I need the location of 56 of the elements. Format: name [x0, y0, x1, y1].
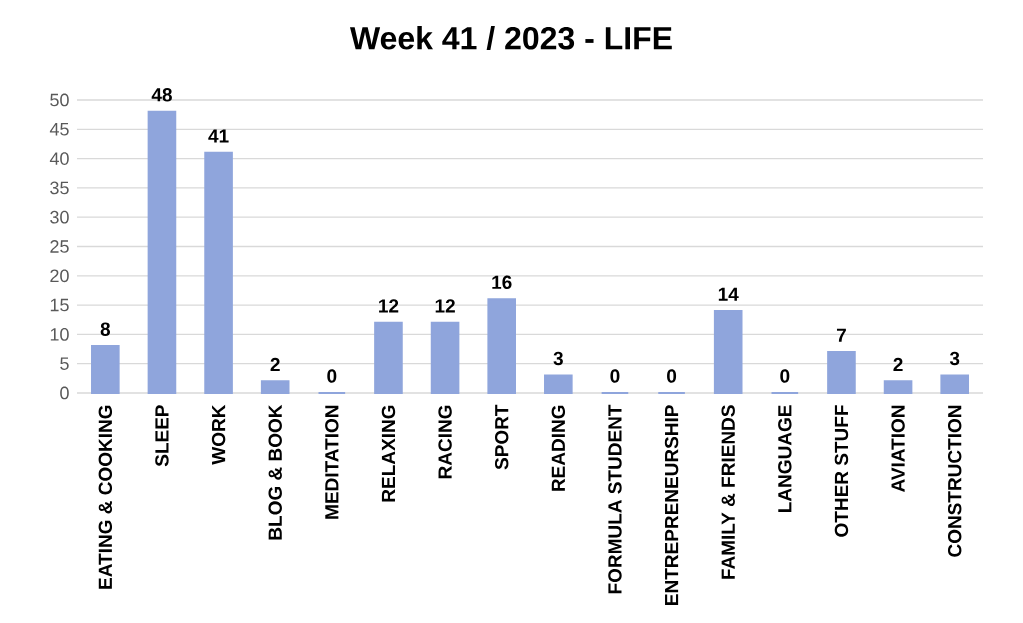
data-label: 16 [492, 275, 512, 290]
x-tick-label: CONSTRUCTION [947, 405, 962, 557]
x-tick-label: MEDITATION [325, 405, 339, 519]
y-tick-label: 35 [50, 181, 69, 195]
x-tick-label: OTHER STUFF [834, 405, 849, 537]
x-tick-label: WORK [211, 404, 226, 465]
bar [544, 374, 573, 394]
data-label: 7 [836, 328, 846, 342]
y-tick-label: 10 [50, 328, 69, 341]
y-tick-label: 0 [60, 386, 69, 400]
y-tick-label: 20 [50, 269, 69, 283]
y-tick-label: 45 [49, 123, 69, 136]
y-tick-label: 5 [60, 357, 69, 370]
bar [147, 110, 177, 394]
chart-title: Week 41 / 2023 - LIFE [349, 26, 672, 50]
bar [374, 321, 403, 394]
x-tick-label: ENTREPRENEURSHIP [664, 405, 679, 605]
x-tick-label: RACING [438, 405, 452, 479]
bar [204, 151, 233, 394]
data-label: 41 [208, 129, 229, 143]
x-tick-label: FORMULA STUDENT [608, 404, 622, 594]
data-label: 48 [151, 88, 172, 102]
data-label: 0 [780, 369, 790, 383]
data-label: 3 [553, 351, 563, 366]
x-tick-label: FAMILY & FRIENDS [721, 405, 735, 579]
x-tick-label: SLEEP [155, 405, 169, 467]
data-label: 3 [949, 351, 960, 366]
data-label: 0 [610, 369, 620, 383]
data-label: 2 [893, 357, 903, 372]
bar [260, 380, 290, 394]
bar [487, 298, 516, 394]
bar [940, 374, 970, 394]
data-label: 0 [667, 369, 677, 383]
data-label: 14 [718, 287, 739, 301]
y-tick-label: 40 [49, 152, 69, 165]
y-tick-label: 50 [50, 93, 69, 107]
x-tick-label: EATING & COOKING [98, 405, 113, 589]
bar [430, 321, 460, 394]
y-tick-label: 25 [50, 240, 69, 253]
bar [883, 380, 913, 394]
x-tick-label: LANGUAGE [778, 405, 792, 512]
x-tick-label: BLOG & BOOK [268, 404, 282, 540]
y-tick-label: 30 [50, 210, 69, 224]
bar [91, 345, 120, 394]
data-label: 0 [327, 369, 337, 383]
data-label: 2 [270, 357, 280, 372]
bar [827, 350, 856, 394]
x-tick-label: RELAXING [381, 405, 396, 502]
x-tick-label: READING [551, 405, 566, 491]
data-label: 12 [435, 299, 455, 313]
data-label: 8 [100, 322, 111, 336]
x-tick-label: SPORT [494, 404, 509, 470]
y-tick-label: 15 [50, 298, 69, 312]
bar [713, 309, 743, 394]
data-label: 12 [379, 299, 399, 313]
x-tick-label: AVIATION [891, 405, 905, 492]
